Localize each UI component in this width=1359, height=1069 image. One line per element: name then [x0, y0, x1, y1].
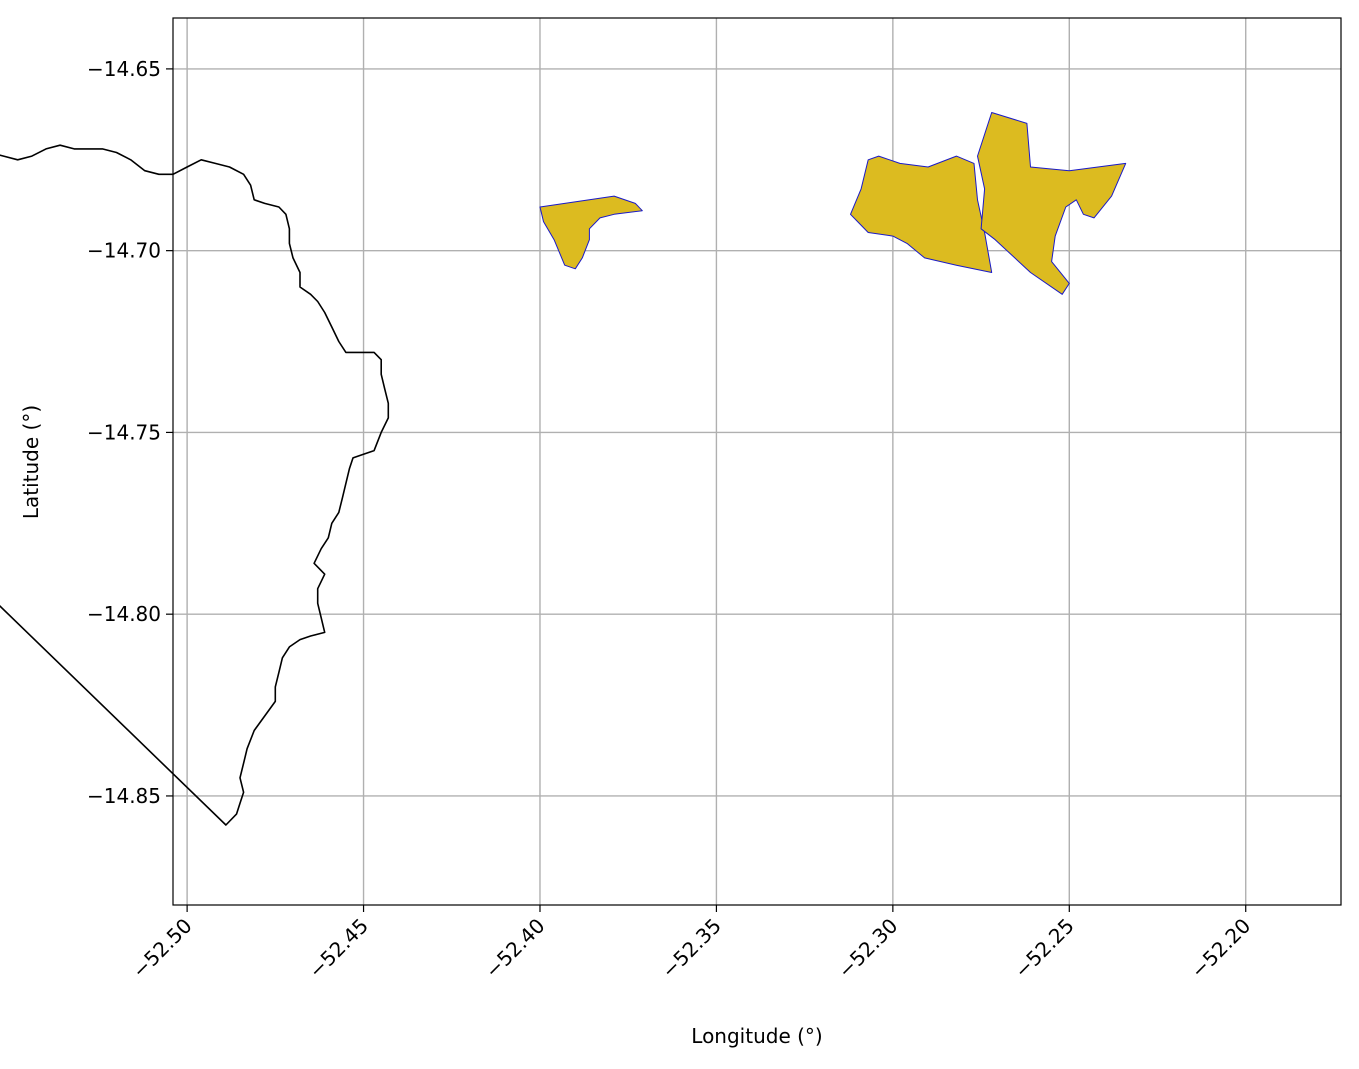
x-axis-label: Longitude (°)	[691, 1024, 822, 1048]
y-tick-label: −14.85	[87, 784, 161, 808]
y-tick-label: −14.65	[87, 57, 161, 81]
grid-lines	[173, 18, 1341, 905]
y-tick-label: −14.75	[87, 420, 161, 444]
y-tick-label: −14.70	[87, 239, 161, 263]
y-axis-label: Latitude (°)	[19, 405, 43, 519]
y-axis-ticks: −14.65 −14.70 −14.75 −14.80 −14.85	[87, 57, 173, 808]
highlighted-region	[977, 112, 1127, 295]
highlighted-region	[539, 195, 643, 270]
map-layer	[0, 112, 1127, 826]
highlighted-regions	[539, 112, 1127, 295]
highlighted-region	[850, 155, 993, 273]
municipality-boundary	[0, 144, 390, 826]
plot-frame	[172, 17, 1342, 906]
y-tick-label: −14.80	[87, 602, 161, 626]
